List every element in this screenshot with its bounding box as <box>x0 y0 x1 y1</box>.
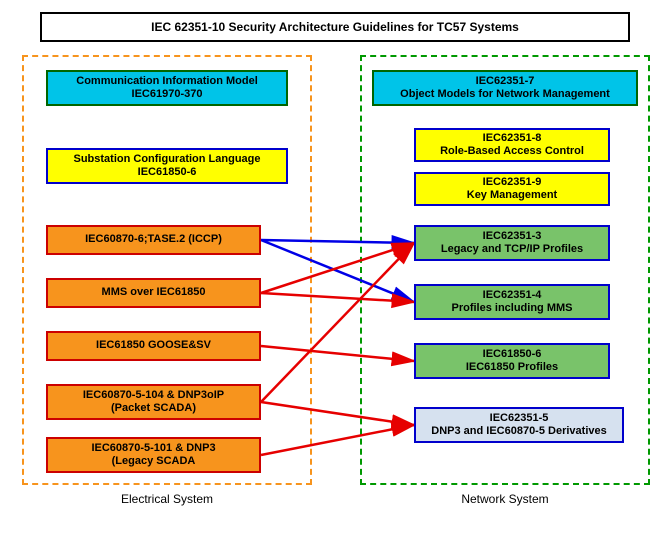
box-keymgmt-line1: IEC62351-9 <box>483 176 542 189</box>
label-electrical: Electrical System <box>22 492 312 506</box>
box-dnp3der-line2: DNP3 and IEC60870-5 Derivatives <box>431 425 606 438</box>
box-dnp3: IEC60870-5-101 & DNP3(Legacy SCADA <box>46 437 261 473</box>
box-rbac-line1: IEC62351-8 <box>483 132 542 145</box>
box-rbac-line2: Role-Based Access Control <box>440 145 584 158</box>
box-keymgmt: IEC62351-9Key Management <box>414 172 610 206</box>
box-scl-line1: Substation Configuration Language <box>74 153 261 166</box>
box-goose: IEC61850 GOOSE&SV <box>46 331 261 361</box>
box-netmgmt: IEC62351-7Object Models for Network Mana… <box>372 70 638 106</box>
box-dnp3-line2: (Legacy SCADA <box>112 455 196 468</box>
box-tcpip-line2: Legacy and TCP/IP Profiles <box>441 243 583 256</box>
box-pmms: IEC62351-4Profiles including MMS <box>414 284 610 320</box>
box-dnp3der-line1: IEC62351-5 <box>490 412 549 425</box>
box-dnp3ip: IEC60870-5-104 & DNP3oIP(Packet SCADA) <box>46 384 261 420</box>
box-iccp: IEC60870-6;TASE.2 (ICCP) <box>46 225 261 255</box>
box-tcpip: IEC62351-3Legacy and TCP/IP Profiles <box>414 225 610 261</box>
box-keymgmt-line2: Key Management <box>467 189 557 202</box>
box-dnp3ip-line1: IEC60870-5-104 & DNP3oIP <box>83 389 224 402</box>
box-p61850-line1: IEC61850-6 <box>483 348 542 361</box>
box-goose-line1: IEC61850 GOOSE&SV <box>96 339 211 352</box>
box-cim-line1: Communication Information Model <box>76 75 258 88</box>
box-dnp3-line1: IEC60870-5-101 & DNP3 <box>91 442 215 455</box>
box-pmms-line1: IEC62351-4 <box>483 289 542 302</box>
box-netmgmt-line2: Object Models for Network Management <box>400 88 610 101</box>
box-netmgmt-line1: IEC62351-7 <box>476 75 535 88</box>
box-mms: MMS over IEC61850 <box>46 278 261 308</box>
panel-electrical <box>22 55 312 485</box>
box-p61850: IEC61850-6IEC61850 Profiles <box>414 343 610 379</box>
box-iccp-line1: IEC60870-6;TASE.2 (ICCP) <box>85 233 222 246</box>
box-dnp3ip-line2: (Packet SCADA) <box>111 402 196 415</box>
box-scl-line2: IEC61850-6 <box>138 166 197 179</box>
box-dnp3der: IEC62351-5DNP3 and IEC60870-5 Derivative… <box>414 407 624 443</box>
box-tcpip-line1: IEC62351-3 <box>483 230 542 243</box>
box-pmms-line2: Profiles including MMS <box>451 302 572 315</box>
box-p61850-line2: IEC61850 Profiles <box>466 361 558 374</box>
page-title: IEC 62351-10 Security Architecture Guide… <box>40 12 630 42</box>
label-network: Network System <box>360 492 650 506</box>
box-cim: Communication Information ModelIEC61970-… <box>46 70 288 106</box>
box-cim-line2: IEC61970-370 <box>132 88 203 101</box>
box-mms-line1: MMS over IEC61850 <box>102 286 206 299</box>
box-scl: Substation Configuration LanguageIEC6185… <box>46 148 288 184</box>
box-rbac: IEC62351-8Role-Based Access Control <box>414 128 610 162</box>
